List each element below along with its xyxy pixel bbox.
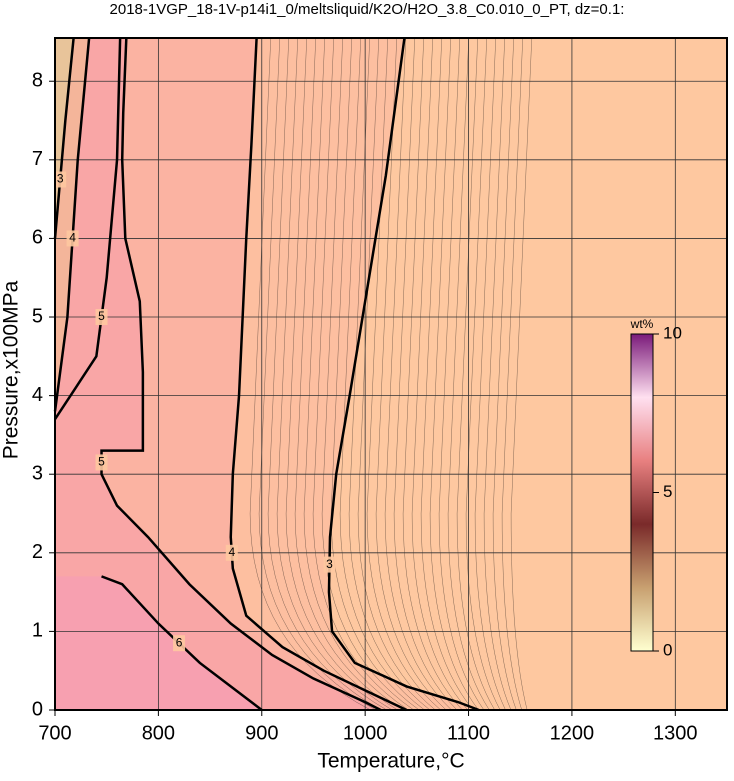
colorbar-tick-label: 5 [663, 482, 672, 501]
minor-contour [474, 37, 506, 711]
contour-region [55, 38, 74, 239]
minor-contour [384, 37, 452, 711]
minor-contour [258, 37, 377, 711]
contour-label: 4 [69, 231, 76, 245]
colorbar [630, 333, 654, 652]
minor-contour [411, 37, 468, 711]
minor-contour [483, 37, 512, 711]
x-axis-label: Temperature,°C [317, 750, 464, 773]
y-tick-label: 4 [32, 384, 43, 406]
colorbar-label: wt% [630, 317, 654, 331]
x-tick-label: 1000 [343, 722, 388, 744]
contour-label: 5 [98, 455, 105, 469]
minor-contour [447, 37, 490, 711]
minor-contour [429, 37, 479, 711]
contour-label-bg [54, 171, 67, 188]
contour-label-bg [323, 556, 336, 573]
colorbar-tick-label: 0 [663, 640, 672, 659]
contour-label-bg [225, 544, 238, 561]
contour-label: 4 [228, 545, 235, 559]
contour-region [55, 38, 381, 710]
plot-frame [54, 37, 728, 711]
minor-contour [312, 37, 409, 711]
x-tick-label: 700 [38, 722, 71, 744]
minor-contour [357, 37, 436, 711]
contour-label: 5 [98, 309, 105, 323]
y-tick-label: 7 [32, 148, 43, 170]
contour-label: 3 [57, 172, 64, 186]
minor-contour [276, 37, 387, 711]
contour-label: 6 [176, 635, 183, 649]
chart-title: 2018-1VGP_18-1V-p14i1_0/meltsliquid/K2O/… [110, 1, 625, 18]
minor-contour [510, 37, 532, 711]
y-tick-label: 3 [32, 462, 43, 484]
minor-contour [501, 37, 523, 711]
y-tick-label: 1 [32, 620, 43, 642]
minor-contour [438, 37, 485, 711]
minor-contour [456, 37, 495, 711]
y-tick-label: 6 [32, 227, 43, 249]
minor-contour [402, 37, 463, 711]
minor-contour [465, 37, 501, 711]
y-tick-label: 8 [32, 70, 43, 92]
minor-contour [294, 37, 398, 711]
minor-contour [492, 37, 517, 711]
contour-label: 3 [326, 557, 333, 571]
contour-label-bg [95, 309, 108, 326]
minor-contour [267, 37, 382, 711]
y-tick-label: 2 [32, 541, 43, 563]
minor-contour [339, 37, 425, 711]
y-tick-label: 0 [32, 698, 43, 720]
minor-contour [348, 37, 431, 711]
x-tick-label: 800 [142, 722, 175, 744]
minor-contour [303, 37, 404, 711]
x-tick-label: 1300 [653, 722, 698, 744]
contour-label-bg [173, 635, 186, 652]
x-tick-label: 1200 [550, 722, 595, 744]
minor-contour [420, 37, 474, 711]
x-tick-label: 900 [245, 722, 278, 744]
y-tick-label: 5 [32, 305, 43, 327]
contour-line [100, 37, 382, 712]
contour-label-bg [95, 454, 108, 471]
minor-contour [321, 37, 414, 711]
y-axis-label: Pressure,x100MPa [0, 280, 23, 459]
minor-contour [393, 37, 458, 711]
colorbar-tick-label: 10 [663, 323, 682, 342]
x-tick-label: 1100 [447, 722, 490, 744]
contour-label-bg [66, 230, 79, 247]
contour-line [53, 37, 75, 239]
